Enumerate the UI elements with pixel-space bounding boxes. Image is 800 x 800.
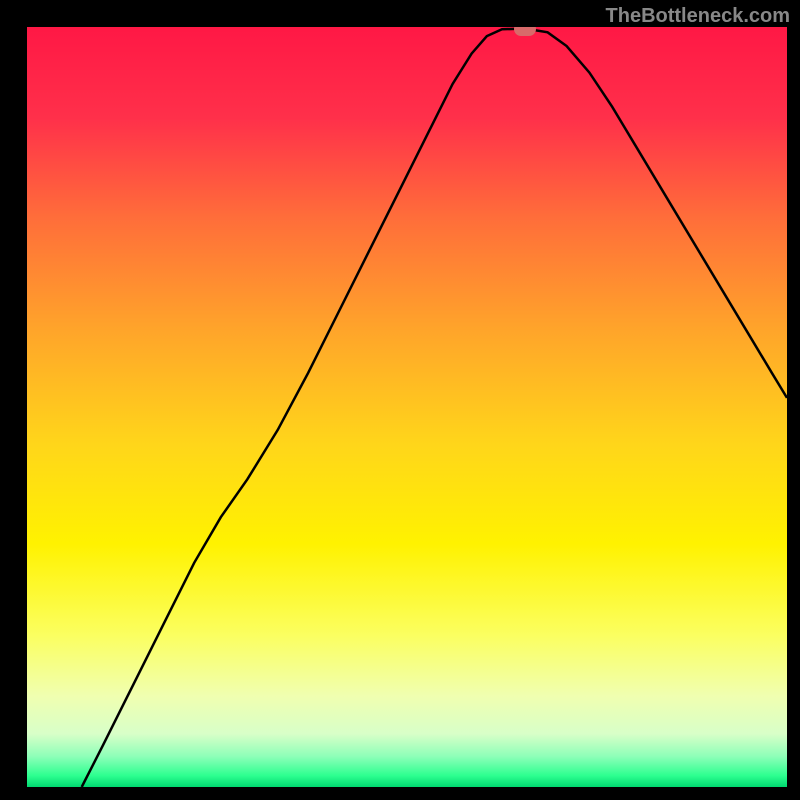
watermark-text: TheBottleneck.com	[606, 5, 790, 28]
plot-area	[27, 27, 787, 787]
optimal-point-marker	[514, 27, 536, 36]
bottleneck-curve	[27, 27, 787, 787]
